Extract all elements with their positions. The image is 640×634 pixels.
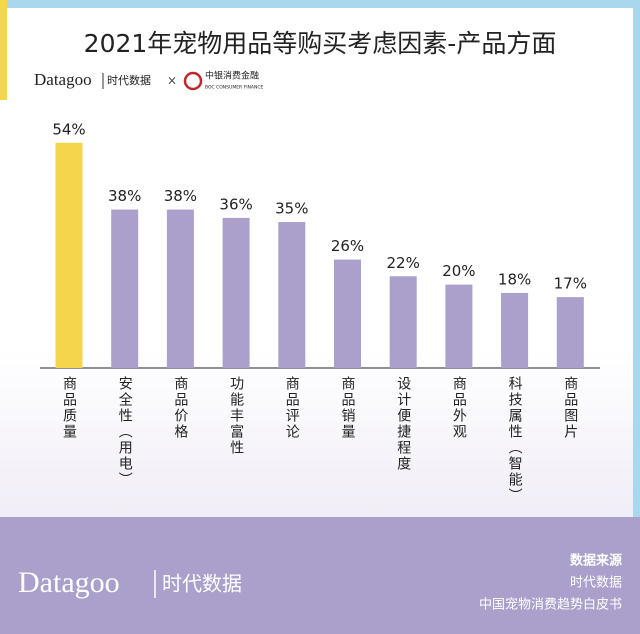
category-label: 设计便捷程度 xyxy=(395,376,411,472)
source: 时代数据 xyxy=(570,576,622,591)
bar xyxy=(111,209,139,368)
bar xyxy=(55,142,83,368)
brand: Datagoo xyxy=(34,70,92,89)
bar xyxy=(389,276,417,368)
category-label: 功能丰富性 xyxy=(228,376,244,456)
category-label: 商品图片 xyxy=(562,376,578,440)
bar xyxy=(334,259,361,368)
category-label: 安全性（用电） xyxy=(117,376,133,488)
left-strip xyxy=(0,0,7,100)
bar xyxy=(166,209,194,368)
category-label: 科技属性（智能） xyxy=(507,376,523,504)
footer-brand: Datagoo xyxy=(18,566,120,599)
source: 中国宠物消费趋势白皮书 xyxy=(479,597,622,613)
footer-band xyxy=(0,517,640,634)
top-strip xyxy=(0,0,640,8)
bar xyxy=(278,222,306,368)
partner-en: BOC CONSUMER FINANCE xyxy=(205,85,263,91)
category-label: 商品价格 xyxy=(172,376,188,440)
category-label: 商品销量 xyxy=(340,376,356,440)
title: 2021年宠物用品等购买考虑因素-产品方面 xyxy=(84,29,557,58)
value-label: 22% xyxy=(387,254,420,272)
times: × xyxy=(167,74,177,88)
partner: 中银消费金融 xyxy=(205,70,259,82)
value-label: 26% xyxy=(331,237,364,255)
value-label: 38% xyxy=(164,187,197,205)
brand-cn: 时代数据 xyxy=(107,73,151,87)
bar xyxy=(501,292,529,368)
bar xyxy=(445,284,473,368)
value-label: 20% xyxy=(442,262,475,280)
category-label: 商品评论 xyxy=(284,376,300,440)
value-label: 38% xyxy=(108,187,141,205)
category-label: 商品外观 xyxy=(451,376,467,440)
value-label: 17% xyxy=(554,275,587,293)
value-label: 35% xyxy=(275,200,308,218)
value-label: 18% xyxy=(498,270,531,288)
value-label: 36% xyxy=(219,195,252,213)
bar xyxy=(556,297,584,368)
footer-brand-cn: 时代数据 xyxy=(162,572,242,596)
value-label: 54% xyxy=(52,120,85,138)
bar xyxy=(222,217,250,368)
right-strip xyxy=(633,0,640,517)
source-label: 数据来源 xyxy=(570,553,622,569)
partner-icon xyxy=(183,71,203,91)
category-label: 商品质量 xyxy=(61,376,77,440)
